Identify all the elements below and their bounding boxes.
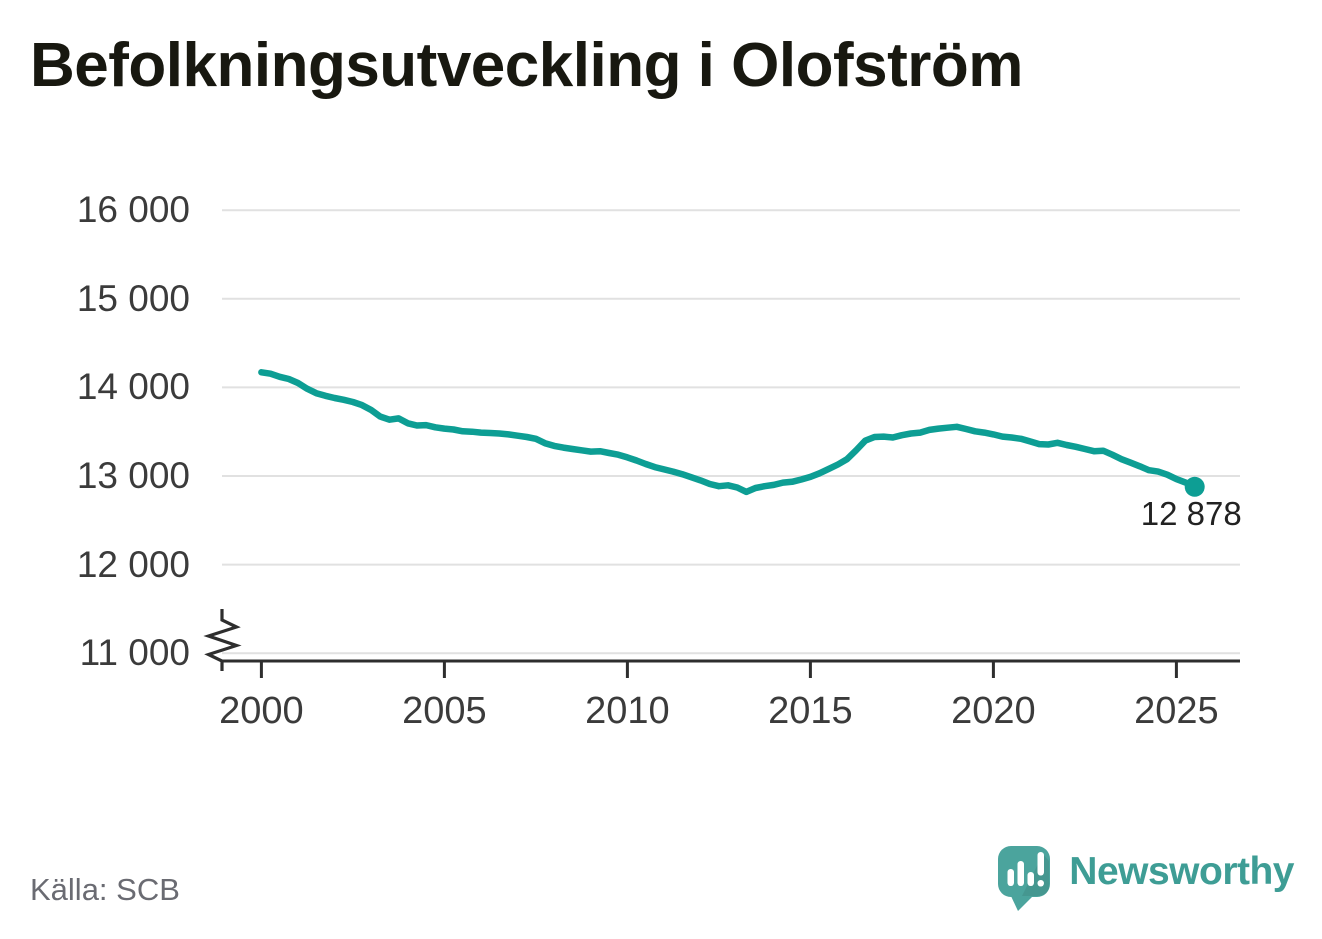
latest-value-label: 12 878 — [1140, 494, 1242, 532]
population-line — [258, 369, 1198, 496]
x-axis-label: 2010 — [585, 690, 670, 732]
x-axis-label: 2005 — [402, 690, 487, 732]
y-axis-label: 15 000 — [76, 277, 190, 319]
x-axis-label: 2025 — [1134, 690, 1219, 732]
axis-break-icon — [203, 609, 242, 671]
y-axis-label: 16 000 — [76, 189, 190, 231]
newsworthy-logo-icon — [998, 846, 1051, 911]
y-axis-label: 12 000 — [76, 543, 190, 585]
chart-title: Befolkningsutveckling i Olofström — [30, 31, 1023, 100]
newsworthy-wordmark: Newsworthy — [1069, 850, 1294, 893]
x-axis-label: 2000 — [219, 690, 304, 732]
x-axis-label: 2015 — [768, 690, 853, 732]
y-axis-label: 11 000 — [79, 632, 190, 674]
y-axis-label: 13 000 — [76, 455, 190, 496]
y-axis-label: 14 000 — [76, 366, 190, 408]
newsworthy-brand: Newsworthy — [997, 844, 1294, 914]
source-label: Källa: SCB — [30, 872, 180, 907]
latest-value-dot — [1184, 476, 1205, 497]
x-axis-label: 2020 — [951, 690, 1036, 732]
